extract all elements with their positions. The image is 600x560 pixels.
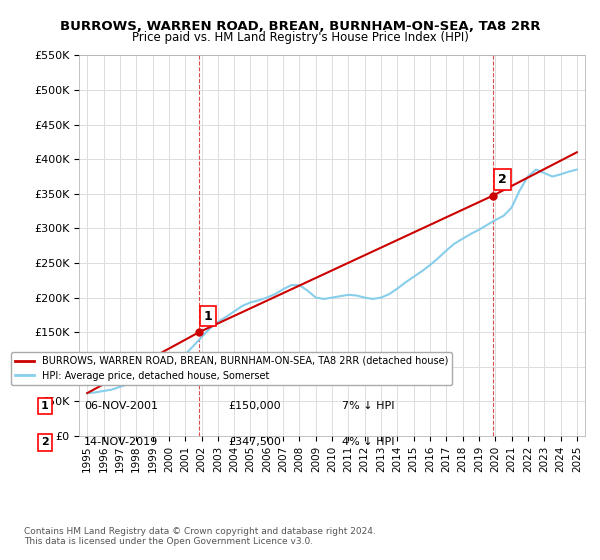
Text: 14-NOV-2019: 14-NOV-2019	[84, 437, 158, 447]
Text: 06-NOV-2001: 06-NOV-2001	[84, 401, 158, 411]
Text: Contains HM Land Registry data © Crown copyright and database right 2024.
This d: Contains HM Land Registry data © Crown c…	[24, 526, 376, 546]
Text: BURROWS, WARREN ROAD, BREAN, BURNHAM-ON-SEA, TA8 2RR: BURROWS, WARREN ROAD, BREAN, BURNHAM-ON-…	[60, 20, 540, 32]
Text: 7% ↓ HPI: 7% ↓ HPI	[342, 401, 395, 411]
Text: 1: 1	[41, 401, 49, 411]
Text: £347,500: £347,500	[228, 437, 281, 447]
Text: 2: 2	[41, 437, 49, 447]
Text: 1: 1	[204, 310, 213, 323]
Text: Price paid vs. HM Land Registry's House Price Index (HPI): Price paid vs. HM Land Registry's House …	[131, 31, 469, 44]
Legend: BURROWS, WARREN ROAD, BREAN, BURNHAM-ON-SEA, TA8 2RR (detached house), HPI: Aver: BURROWS, WARREN ROAD, BREAN, BURNHAM-ON-…	[11, 352, 452, 385]
Text: 2: 2	[498, 173, 507, 186]
Text: £150,000: £150,000	[228, 401, 281, 411]
Text: 4% ↓ HPI: 4% ↓ HPI	[342, 437, 395, 447]
